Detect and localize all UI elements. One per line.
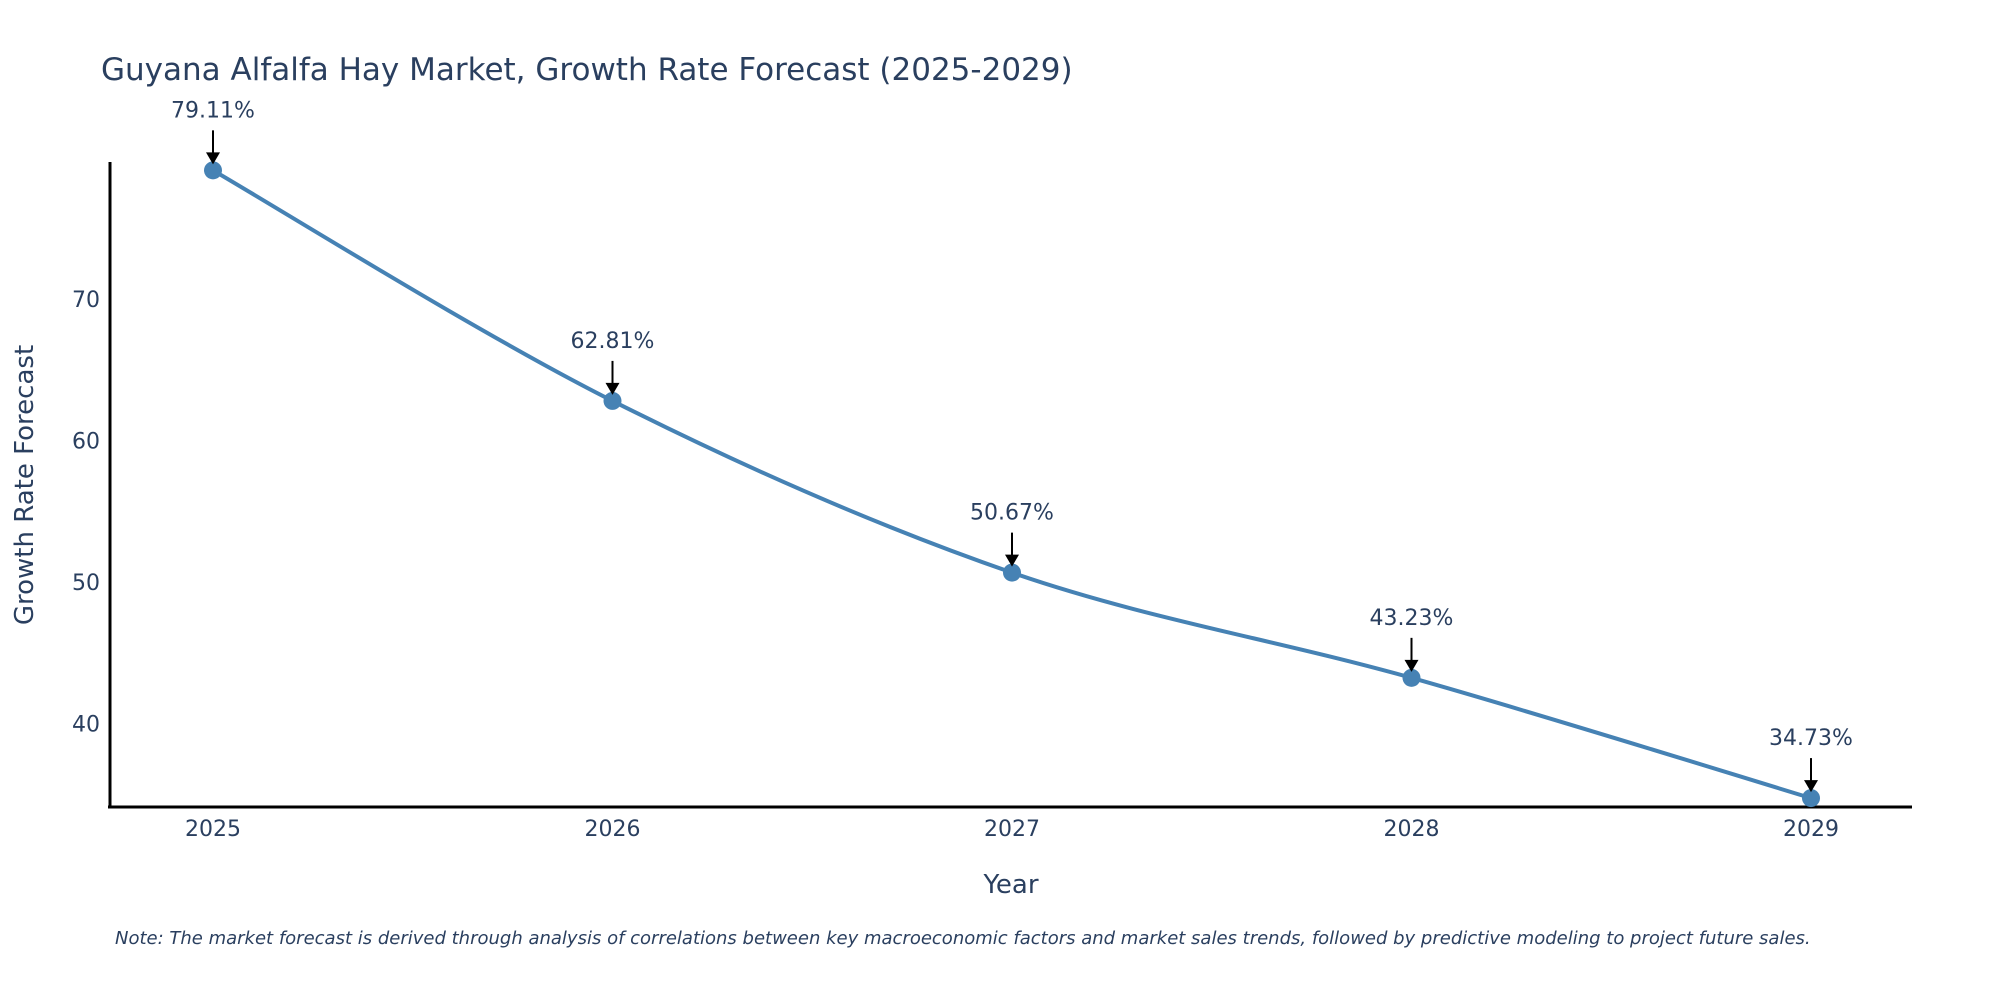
- y-tick-label: 70: [72, 288, 100, 313]
- y-ticks: 40 50 60 70: [72, 288, 100, 737]
- annotation-arrow-head: [1404, 659, 1419, 672]
- x-axis-title: Year: [982, 870, 1038, 900]
- y-tick-label: 60: [72, 430, 100, 455]
- x-tick-label: 2027: [984, 817, 1040, 842]
- x-tick-label: 2025: [185, 817, 241, 842]
- plot-area: 40 50 60 70 2025 2026 2027 2028 2029 79.11% 62.8…: [72, 98, 1912, 842]
- x-tick-label: 2026: [585, 817, 641, 842]
- data-point: [1402, 668, 1421, 687]
- x-tick-label: 2029: [1783, 817, 1839, 842]
- chart-title: Guyana Alfalfa Hay Market, Growth Rate F…: [101, 52, 1073, 88]
- data-label: 62.81%: [571, 329, 655, 354]
- chart-note: Note: The market forecast is derived thr…: [115, 928, 1811, 949]
- data-point: [1802, 789, 1820, 808]
- data-markers: [204, 161, 1820, 808]
- y-axis-title: Growth Rate Forecast: [10, 345, 40, 625]
- x-ticks: 2025 2026 2027 2028 2029: [185, 817, 1839, 842]
- annotation-arrow-head: [1005, 554, 1019, 567]
- data-point: [1003, 563, 1021, 582]
- y-tick-label: 50: [72, 571, 100, 596]
- annotation-arrow-head: [1804, 780, 1818, 793]
- data-label: 34.73%: [1769, 726, 1853, 751]
- data-point: [603, 391, 622, 410]
- data-label: 50.67%: [970, 501, 1054, 526]
- x-tick-label: 2028: [1384, 817, 1440, 842]
- data-point: [204, 161, 222, 180]
- annotation-arrow-head: [206, 152, 220, 165]
- annotation-arrow-head: [605, 382, 620, 395]
- data-label: 43.23%: [1370, 606, 1454, 631]
- data-annotations: 79.11% 62.81% 50.67% 43.23% 34.73%: [171, 98, 1853, 793]
- series-line: [211, 168, 1813, 801]
- data-label: 79.11%: [171, 98, 255, 123]
- y-tick-label: 40: [72, 713, 100, 738]
